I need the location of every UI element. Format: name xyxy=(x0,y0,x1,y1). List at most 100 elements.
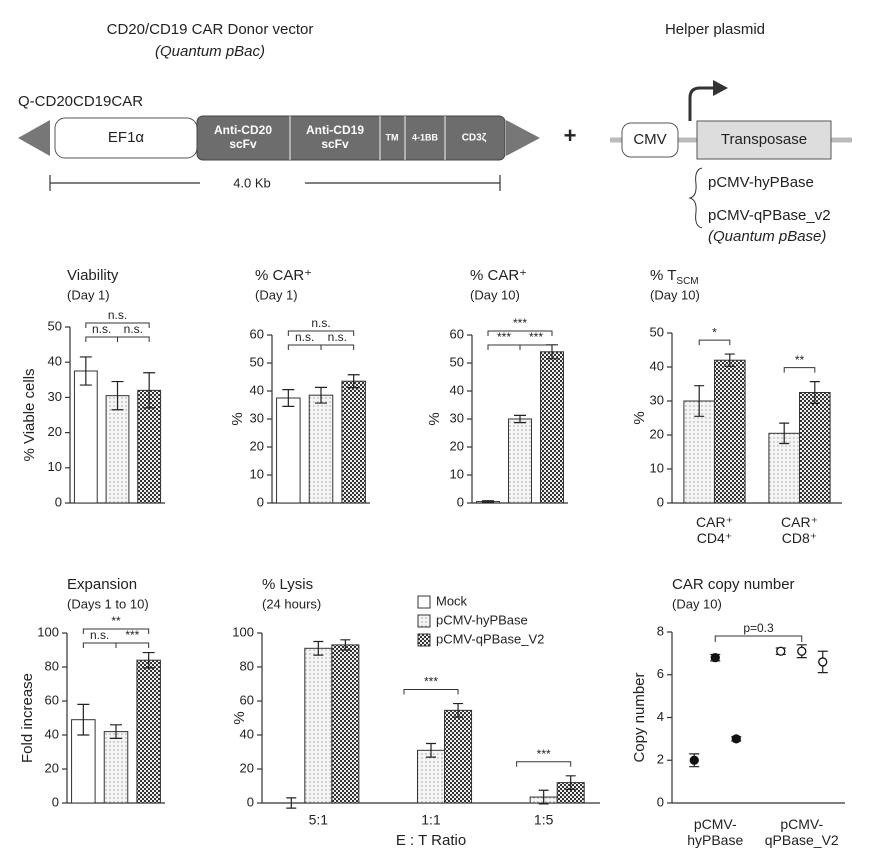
y-tick-label: 8 xyxy=(657,623,664,638)
y-tick-label: 0 xyxy=(657,494,664,509)
y-tick-label: 0 xyxy=(257,494,264,509)
significance-label: n.s. xyxy=(92,322,111,336)
chart-title-subscript: SCM xyxy=(676,276,698,287)
y-tick-label: 20 xyxy=(48,424,62,439)
y-tick-label: 80 xyxy=(240,658,254,673)
bar xyxy=(105,395,130,504)
error-bar xyxy=(347,374,360,389)
error-bar xyxy=(313,640,324,656)
significance-bracket xyxy=(698,339,731,346)
bar xyxy=(308,394,334,504)
y-tick-label: 40 xyxy=(45,726,59,741)
x-tick-label: pCMV-qPBase_V2 xyxy=(765,816,839,848)
chart-subtitle: (Day 1) xyxy=(255,287,298,302)
error-bar xyxy=(538,789,549,805)
error-bar xyxy=(694,385,705,417)
y-tick-label: 40 xyxy=(240,726,254,741)
error-bar xyxy=(286,797,297,809)
chart-subtitle: (Days 1 to 10) xyxy=(67,596,149,611)
significance-bracket xyxy=(487,330,553,336)
significance-bracket xyxy=(117,336,150,342)
x-axis-label: E : T Ratio xyxy=(396,832,466,849)
y-tick-label: 0 xyxy=(457,494,464,509)
y-tick-label: 0 xyxy=(52,794,59,809)
y-axis-label: Fold increase xyxy=(19,673,36,763)
significance-label: * xyxy=(712,325,717,339)
x-tick-label: 1:5 xyxy=(534,812,554,828)
significance-label: *** xyxy=(424,675,438,689)
y-axis-label: % xyxy=(631,411,648,424)
bar xyxy=(136,659,161,804)
y-tick-label: 40 xyxy=(450,382,464,397)
significance-label: p=0.3 xyxy=(743,621,774,635)
y-axis-label: % Viable cells xyxy=(21,368,38,461)
significance-bracket xyxy=(82,628,150,634)
scale-label: 4.0 Kb xyxy=(233,175,271,190)
y-tick-label: 20 xyxy=(250,438,264,453)
significance-label: n.s. xyxy=(295,330,314,344)
diagram-subtitle: (Quantum pBac) xyxy=(155,43,265,60)
chart-title: % Lysis xyxy=(262,576,313,593)
legend-label: pCMV-qPBase_V2 xyxy=(436,631,544,646)
bar xyxy=(331,644,360,804)
chart-subtitle: (Day 1) xyxy=(67,287,110,302)
x-tick-label: CAR⁺ CD4⁺ xyxy=(696,514,733,546)
significance-label: n.s. xyxy=(311,316,330,330)
significance-bracket xyxy=(287,344,322,350)
error-bar xyxy=(111,380,124,411)
significance-label: *** xyxy=(497,330,511,344)
significance-bracket xyxy=(320,344,355,350)
significance-bracket xyxy=(714,635,803,642)
significance-bracket xyxy=(487,344,521,350)
legend-label: Mock xyxy=(436,593,468,608)
significance-bracket xyxy=(287,330,355,336)
y-tick-label: 20 xyxy=(650,426,664,441)
y-tick-label: 80 xyxy=(45,658,59,673)
data-point xyxy=(710,653,720,663)
error-bar xyxy=(809,381,820,404)
chart-subtitle: (Day 10) xyxy=(650,287,700,302)
significance-bracket xyxy=(519,344,553,350)
itr-left xyxy=(18,120,50,156)
legend-label: pCMV-hyPBase xyxy=(436,612,528,627)
significance-label: *** xyxy=(125,628,139,642)
bar xyxy=(276,397,301,504)
significance-bracket xyxy=(516,761,572,767)
y-tick-label: 0 xyxy=(55,494,62,509)
segment-label: 4-1BB xyxy=(412,132,439,142)
y-axis-label: Copy number xyxy=(631,672,648,762)
significance-label: n.s. xyxy=(108,308,127,322)
helper-note: (Quantum pBase) xyxy=(708,228,826,245)
chart-title-text: Expansion xyxy=(67,576,137,593)
y-tick-label: 60 xyxy=(240,692,254,707)
significance-label: n.s. xyxy=(328,330,347,344)
data-point xyxy=(731,734,741,744)
significance-label: n.s. xyxy=(124,322,143,336)
significance-bracket xyxy=(85,336,118,342)
y-tick-label: 10 xyxy=(650,460,664,475)
error-bar xyxy=(77,703,90,736)
error-bar xyxy=(779,422,790,445)
y-axis-label: % xyxy=(426,412,443,425)
significance-label: ** xyxy=(111,614,121,628)
segment-label: Anti-CD20 scFv xyxy=(214,123,272,151)
bar xyxy=(341,380,366,504)
data-point xyxy=(797,646,807,656)
bar xyxy=(304,647,333,804)
y-tick-label: 10 xyxy=(450,466,464,481)
x-tick-label: pCMV-hyPBase xyxy=(687,816,743,848)
bar xyxy=(416,749,446,804)
y-tick-label: 40 xyxy=(48,354,62,369)
chart-title-text: % CAR⁺ xyxy=(470,267,527,284)
chart-title: % CAR⁺ xyxy=(255,267,312,284)
significance-bracket xyxy=(85,322,150,328)
y-tick-label: 30 xyxy=(650,392,664,407)
significance-label: *** xyxy=(537,747,551,761)
diagram-title: CD20/CD19 CAR Donor vector xyxy=(107,21,314,38)
bar xyxy=(444,709,473,804)
segment-label: Anti-CD19 scFv xyxy=(306,123,364,151)
y-tick-label: 100 xyxy=(37,624,59,639)
construct-name: Q-CD20CD19CAR xyxy=(18,93,143,110)
chart-title: Viability xyxy=(67,267,119,284)
y-tick-label: 50 xyxy=(650,324,664,339)
